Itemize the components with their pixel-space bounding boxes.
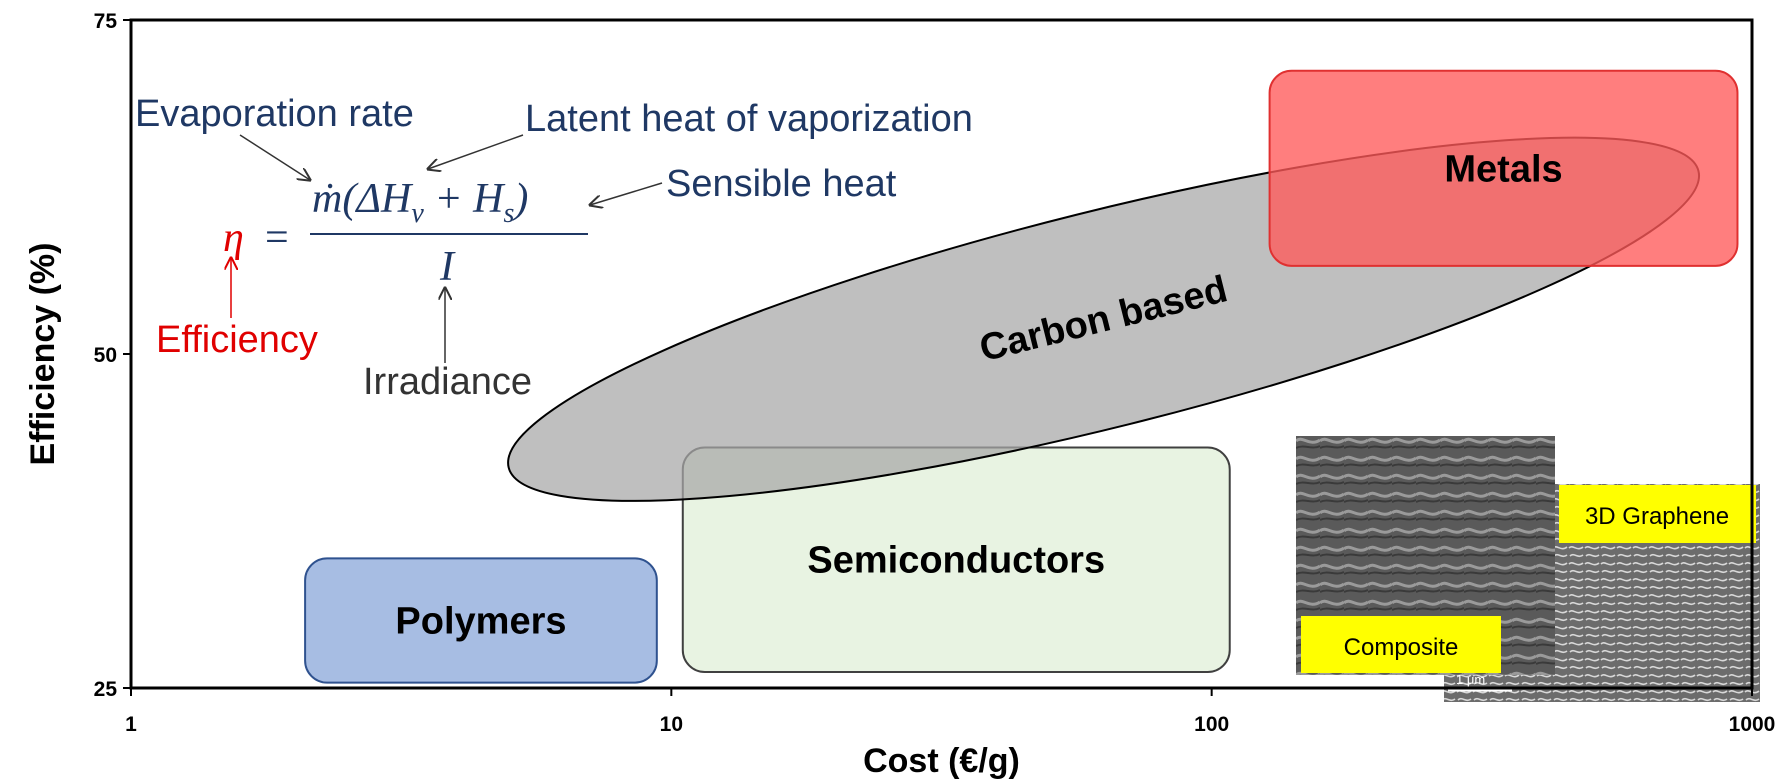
eq-part: + H: [424, 176, 506, 222]
x-tick-label: 100: [1194, 713, 1229, 736]
y-tick-label: 75: [94, 10, 118, 33]
eq-sub: s: [503, 198, 514, 229]
eq-lhs: η: [223, 215, 244, 261]
arrow: [428, 134, 524, 169]
x-tick-label: 1: [125, 713, 137, 736]
sem-images: 3D Graphene 1 μm Composite: [1296, 436, 1760, 702]
eq-sub: v: [411, 198, 424, 229]
annotation: Evaporation rate: [135, 93, 414, 135]
eq-part: ṁ(ΔH: [312, 176, 414, 222]
annotation: Irradiance: [363, 361, 532, 403]
x-tick-label: 1000: [1729, 713, 1776, 736]
arrow: [239, 134, 310, 180]
label-box: [1301, 616, 1501, 673]
x-axis-title: Cost (€/g): [863, 742, 1020, 780]
y-tick-label: 50: [94, 344, 117, 367]
annotation: Sensible heat: [666, 163, 897, 205]
axes: 1 10 100 1000 25 50 75 Cost (€/g) Efficiency (%): [24, 10, 1775, 780]
region: [304, 557, 658, 684]
eq-numerator: ṁ(ΔHv + Hs): [312, 176, 528, 229]
eq-part: ): [512, 176, 528, 222]
region-label: Semiconductors: [807, 540, 1105, 582]
equation: Evaporation rate Latent heat of vaporiza…: [135, 93, 973, 403]
eq-denominator: I: [439, 244, 456, 290]
image-label: 3D Graphene: [1585, 503, 1729, 530]
region: [1268, 69, 1739, 267]
x-tick-label: 10: [660, 713, 683, 736]
annotation: Latent heat of vaporization: [525, 98, 973, 140]
region-label: Metals: [1444, 148, 1562, 190]
region-label: Polymers: [395, 601, 566, 643]
y-tick-label: 25: [94, 678, 118, 701]
arrow: [590, 182, 663, 205]
annotation: Efficiency: [156, 319, 318, 361]
eq-equals: =: [265, 215, 289, 261]
y-axis-title: Efficiency (%): [24, 243, 62, 466]
label-box: [1559, 485, 1756, 543]
scale-label: 1 μm: [1456, 672, 1485, 687]
image-label: Composite: [1344, 634, 1459, 661]
